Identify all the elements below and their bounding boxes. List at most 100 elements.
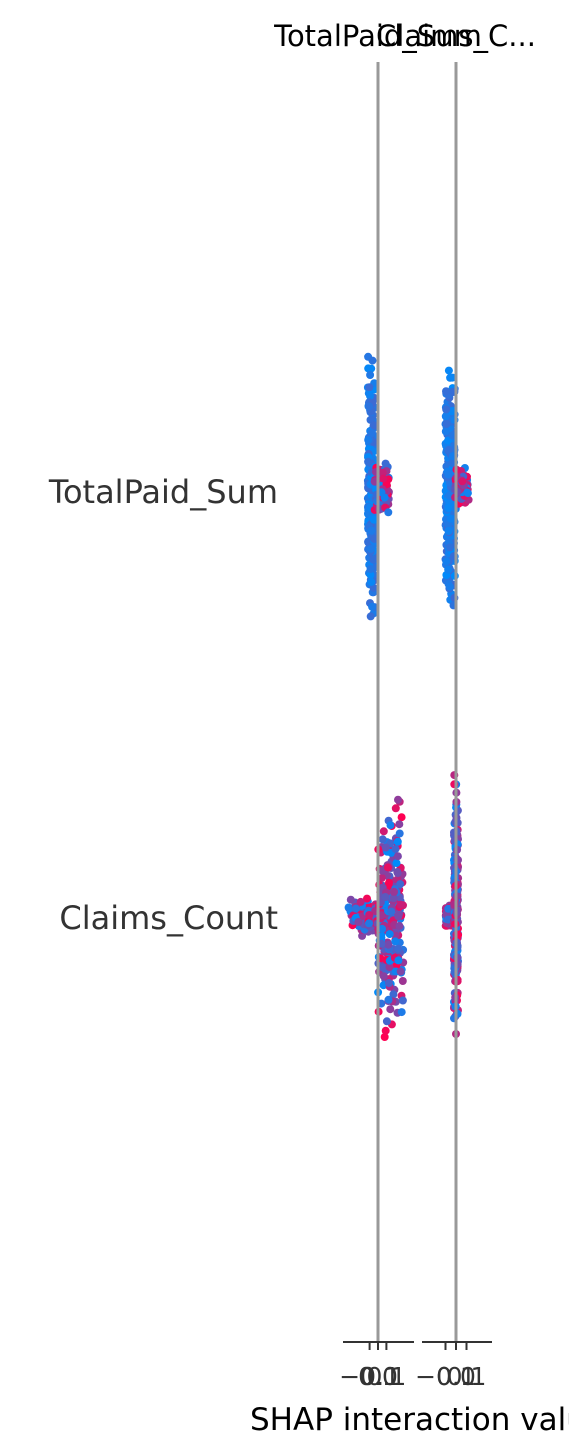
x-tick-label: 0.0 [436, 1362, 476, 1391]
scatter-point [441, 427, 450, 436]
x-axis-label: SHAP interaction value [250, 1402, 569, 1438]
scatter-point [396, 967, 405, 976]
scatter-point [394, 912, 403, 921]
scatter-point [384, 940, 393, 949]
scatter-point [381, 843, 390, 852]
scatter-point [389, 894, 398, 902]
x-ticks: −0.10.00.1 −0.10.00.1 [339, 1342, 486, 1391]
scatter-point [344, 903, 353, 912]
scatter-point [394, 956, 403, 965]
x-tick-label: 0.1 [367, 1362, 407, 1391]
scatter-point [398, 996, 407, 1005]
scatter-point [444, 504, 453, 512]
row-label-totalpaid-sum: TotalPaid_Sum [48, 473, 278, 511]
scatter-point [383, 863, 392, 872]
scatter-point [381, 459, 390, 468]
scatter-point [394, 795, 402, 804]
scatter-point [366, 565, 375, 574]
scatter-point [442, 420, 451, 428]
scatter-point [380, 1033, 389, 1041]
scatter-point [395, 921, 404, 930]
scatter-point [463, 488, 472, 497]
scatter-marks [344, 352, 473, 1041]
scatter-point [363, 894, 371, 903]
scatter-point [396, 900, 405, 909]
scatter-point [381, 893, 390, 901]
scatter-point [392, 859, 401, 868]
scatter-point [444, 470, 453, 479]
scatter-point [391, 937, 400, 946]
scatter-point [369, 515, 378, 524]
scatter-point [385, 963, 394, 972]
scatter-point [391, 804, 400, 813]
scatter-point [351, 904, 360, 913]
scatter-point [378, 468, 387, 477]
scatter-point [365, 383, 374, 392]
scatter-point [444, 565, 453, 574]
scatter-point [379, 827, 388, 836]
scatter-point [384, 508, 393, 517]
column-title-claims-count: Claims_C... [376, 19, 536, 53]
scatter-point [384, 995, 393, 1004]
scatter-point [378, 924, 387, 933]
scatter-point [369, 555, 378, 564]
scatter-point [386, 1005, 395, 1014]
scatter-point [370, 421, 378, 430]
scatter-point [393, 837, 402, 846]
scatter-point [368, 356, 377, 365]
scatter-point [445, 543, 454, 552]
scatter-point [365, 919, 373, 928]
scatter-point [367, 577, 376, 586]
scatter-point [397, 813, 406, 822]
scatter-point [446, 514, 455, 523]
x-tick-label: 0.0 [358, 1362, 398, 1391]
scatter-point [442, 557, 451, 566]
scatter-point [444, 366, 453, 375]
scatter-point [382, 1017, 391, 1026]
x-tick-label: −0.1 [339, 1362, 400, 1391]
scatter-point [395, 829, 404, 838]
scatter-point [365, 402, 374, 411]
scatter-point [378, 963, 387, 972]
scatter-point [366, 570, 375, 579]
scatter-point [346, 895, 355, 904]
scatter-point [444, 445, 453, 454]
scatter-point [358, 931, 367, 940]
scatter-point [370, 534, 379, 543]
x-tick-label: 0.1 [447, 1362, 487, 1391]
scatter-point [442, 405, 451, 414]
scatter-point [389, 990, 398, 999]
scatter-point [377, 874, 386, 882]
scatter-point [393, 852, 402, 861]
scatter-point [390, 887, 398, 896]
scatter-point [398, 977, 407, 985]
scatter-point [367, 429, 376, 438]
row-label-claims-count: Claims_Count [59, 899, 278, 937]
scatter-point [397, 1008, 406, 1017]
scatter-point [391, 845, 400, 854]
scatter-point [378, 835, 387, 844]
scatter-point [393, 869, 402, 878]
scatter-point [366, 371, 375, 379]
scatter-point [367, 364, 376, 373]
scatter-point [381, 1026, 390, 1035]
scatter-point [394, 944, 403, 953]
scatter-point [387, 907, 396, 916]
column-title-totalpaid-sum: TotalPaid_Sum [273, 19, 482, 53]
scatter-point [366, 612, 375, 621]
scatter-point [442, 387, 450, 396]
scatter-point [441, 412, 450, 421]
scatter-point [395, 820, 404, 829]
x-tick-label: −0.1 [415, 1362, 476, 1391]
scatter-point [366, 391, 374, 400]
scatter-point [368, 602, 377, 611]
scatter-point [386, 821, 395, 830]
scatter-point [444, 527, 453, 535]
scatter-point [379, 474, 388, 483]
scatter-point [379, 972, 388, 981]
scatter-point [364, 436, 373, 444]
scatter-point [458, 477, 467, 486]
scatter-point [396, 880, 405, 889]
scatter-point [384, 979, 393, 987]
